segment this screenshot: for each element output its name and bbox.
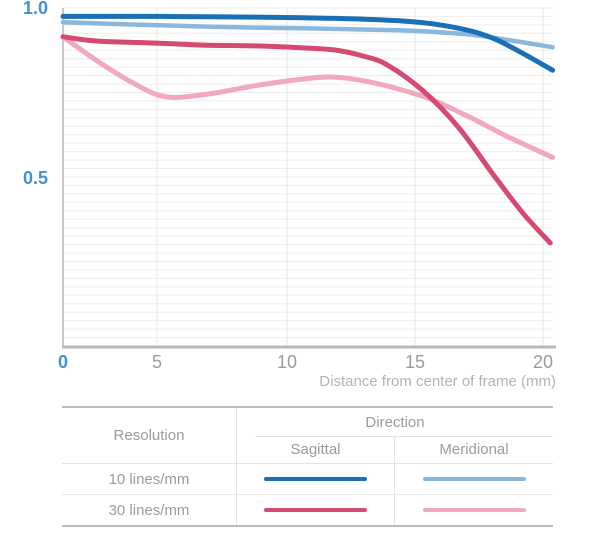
x-tick-label-10: 10 — [277, 352, 297, 372]
swatch-10-meridional — [422, 477, 526, 481]
swatch-cell — [395, 464, 553, 494]
curve-30-lines-mm-sagittal — [60, 34, 553, 246]
row-label-30-lines: 30 lines/mm — [62, 495, 237, 525]
legend-header-row: Resolution Direction Sagittal Meridional — [62, 408, 553, 464]
swatch-cell — [237, 464, 395, 494]
swatch-30-sagittal — [264, 508, 367, 512]
resolution-header: Resolution — [62, 408, 237, 463]
direction-header: Direction — [365, 413, 425, 431]
x-tick-label-5: 5 — [152, 352, 162, 372]
curve-10-lines-mm-sagittal — [60, 13, 556, 73]
x-tick-label-0: 0 — [58, 352, 68, 372]
x-tick-label-15: 15 — [405, 352, 425, 372]
legend-table: Resolution Direction Sagittal Meridional… — [62, 406, 553, 527]
row-label-10-lines: 10 lines/mm — [62, 464, 237, 494]
meridional-header: Meridional — [439, 441, 509, 458]
direction-subheaders: Sagittal Meridional — [237, 436, 553, 463]
legend-row-10-lines: 10 lines/mm — [62, 464, 553, 495]
direction-header-group: Direction Sagittal Meridional — [237, 408, 553, 463]
y-tick-label-1-0: 1.0 — [23, 0, 48, 18]
curve-30-lines-mm-meridional — [60, 34, 556, 160]
sagittal-header: Sagittal — [237, 436, 395, 463]
curve-10-lines-mm-meridional — [60, 19, 555, 50]
x-axis-title: Distance from center of frame (mm) — [319, 373, 556, 390]
swatch-10-sagittal — [264, 477, 367, 481]
swatch-cell — [237, 495, 395, 525]
x-tick-label-20: 20 — [533, 352, 553, 372]
swatch-cell — [395, 495, 553, 525]
swatch-30-meridional — [422, 508, 526, 512]
legend-row-30-lines: 30 lines/mm — [62, 495, 553, 525]
y-tick-label-0-5: 0.5 — [23, 168, 48, 188]
